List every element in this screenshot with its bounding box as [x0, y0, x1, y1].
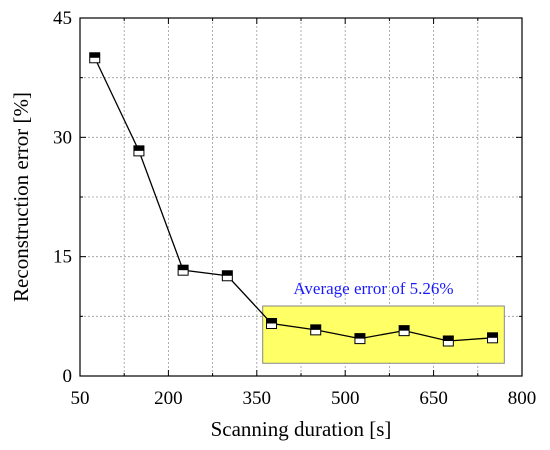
marker-top	[266, 318, 277, 324]
y-tick-label: 45	[53, 8, 72, 29]
x-axis-title: Scanning duration [s]	[211, 417, 392, 441]
data-point	[310, 324, 322, 336]
marker-top	[222, 270, 233, 276]
x-tick-label: 650	[419, 388, 448, 409]
y-tick-label: 15	[53, 247, 72, 268]
x-tick-label: 350	[243, 388, 272, 409]
marker-top	[354, 333, 365, 339]
data-point	[354, 333, 366, 345]
marker-top	[178, 265, 189, 271]
data-point	[398, 325, 410, 337]
x-tick-label: 200	[154, 388, 183, 409]
y-tick-label: 30	[53, 127, 72, 148]
data-point	[442, 335, 454, 347]
x-tick-label: 800	[508, 388, 537, 409]
annotation-text: Average error of 5.26%	[293, 279, 453, 298]
x-tick-label: 50	[71, 388, 90, 409]
data-point	[133, 145, 145, 157]
marker-top	[399, 325, 410, 331]
y-axis-title: Reconstruction error [%]	[9, 92, 33, 302]
series-line	[94, 57, 493, 342]
ticks: 50 200 350 500 650 800 0 15 30 45	[53, 8, 536, 409]
data-point	[487, 332, 499, 344]
data-point	[266, 317, 278, 329]
series	[89, 52, 499, 347]
marker-top	[487, 332, 498, 338]
annotation: Average error of 5.26%	[262, 279, 505, 364]
marker-top	[310, 324, 321, 330]
data-point	[89, 52, 101, 64]
data-point	[177, 264, 189, 276]
y-tick-label: 0	[63, 366, 73, 387]
marker-top	[443, 335, 454, 341]
marker-top	[133, 145, 144, 151]
data-point	[221, 270, 233, 282]
marker-top	[89, 52, 100, 58]
x-tick-label: 500	[331, 388, 360, 409]
